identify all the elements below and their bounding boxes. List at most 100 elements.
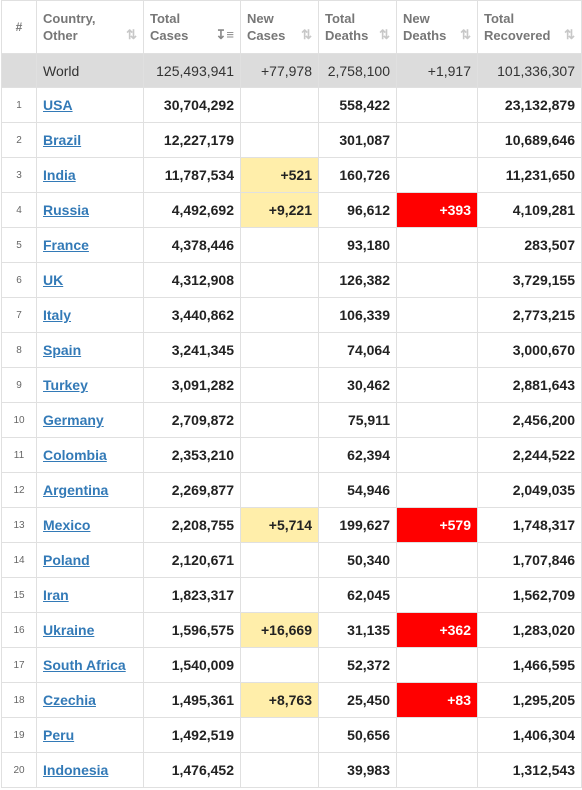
total-recovered-cell: 11,231,650 xyxy=(477,157,582,193)
total-deaths-cell: 30,462 xyxy=(318,367,397,403)
total-recovered-cell: 1,312,543 xyxy=(477,752,582,788)
column-header-total-recovered[interactable]: Total Recovered ⇅ xyxy=(477,0,582,54)
row-index: 5 xyxy=(1,227,37,263)
row-index: 12 xyxy=(1,472,37,508)
table-row: 19 Peru 1,492,519 50,656 1,406,304 xyxy=(1,717,582,753)
column-header-index[interactable]: # xyxy=(1,0,37,54)
country-link[interactable]: Peru xyxy=(43,727,75,743)
sort-icon[interactable]: ⇅ xyxy=(126,27,137,42)
total-cases-cell: 2,120,671 xyxy=(143,542,241,578)
new-deaths-cell xyxy=(396,752,478,788)
row-index: 1 xyxy=(1,87,37,123)
row-index: 11 xyxy=(1,437,37,473)
new-cases-cell xyxy=(240,87,319,123)
table-row: 3 India 11,787,534 +521 160,726 11,231,650 xyxy=(1,157,582,193)
country-link[interactable]: Mexico xyxy=(43,517,91,533)
country-link[interactable]: Spain xyxy=(43,342,82,358)
country-cell: South Africa xyxy=(36,647,144,683)
row-index: 6 xyxy=(1,262,37,298)
new-cases-cell xyxy=(240,717,319,753)
country-link[interactable]: Germany xyxy=(43,412,104,428)
new-deaths-cell xyxy=(396,87,478,123)
row-index: 8 xyxy=(1,332,37,368)
total-cases-cell: 2,353,210 xyxy=(143,437,241,473)
country-link[interactable]: Czechia xyxy=(43,692,96,708)
table-row: 6 UK 4,312,908 126,382 3,729,155 xyxy=(1,262,582,298)
sort-icon[interactable]: ⇅ xyxy=(379,27,390,42)
country-link[interactable]: Indonesia xyxy=(43,762,109,778)
table-row: 5 France 4,378,446 93,180 283,507 xyxy=(1,227,582,263)
total-deaths-cell: 62,394 xyxy=(318,437,397,473)
country-cell: Iran xyxy=(36,577,144,613)
country-link[interactable]: Iran xyxy=(43,587,69,603)
total-recovered-cell: 1,283,020 xyxy=(477,612,582,648)
country-cell: Brazil xyxy=(36,122,144,158)
table-row: 9 Turkey 3,091,282 30,462 2,881,643 xyxy=(1,367,582,403)
total-deaths-cell: 126,382 xyxy=(318,262,397,298)
new-cases-cell xyxy=(240,367,319,403)
new-cases-cell xyxy=(240,297,319,333)
country-link[interactable]: Italy xyxy=(43,307,72,323)
column-header-country[interactable]: Country, Other ⇅ xyxy=(36,0,144,54)
row-index: 10 xyxy=(1,402,37,438)
new-deaths-cell xyxy=(396,262,478,298)
country-link[interactable]: Poland xyxy=(43,552,90,568)
country-link[interactable]: Argentina xyxy=(43,482,109,498)
row-index: 2 xyxy=(1,122,37,158)
new-cases-cell: +8,763 xyxy=(240,682,319,718)
country-link[interactable]: India xyxy=(43,167,76,183)
new-deaths-cell xyxy=(396,402,478,438)
total-recovered-cell: 2,456,200 xyxy=(477,402,582,438)
total-cases-cell: 3,241,345 xyxy=(143,332,241,368)
new-deaths-cell xyxy=(396,647,478,683)
country-link[interactable]: UK xyxy=(43,272,64,288)
row-index: 14 xyxy=(1,542,37,578)
column-header-new-cases[interactable]: New Cases ⇅ xyxy=(240,0,319,54)
country-link[interactable]: South Africa xyxy=(43,657,126,673)
total-cases-cell: 2,208,755 xyxy=(143,507,241,543)
new-cases-cell xyxy=(240,227,319,263)
row-index: 20 xyxy=(1,752,37,788)
country-link[interactable]: Ukraine xyxy=(43,622,95,638)
total-recovered-cell: 1,562,709 xyxy=(477,577,582,613)
row-index: 7 xyxy=(1,297,37,333)
total-recovered-cell: 2,881,643 xyxy=(477,367,582,403)
country-cell: Czechia xyxy=(36,682,144,718)
new-deaths-cell: +393 xyxy=(396,192,478,228)
sort-icon[interactable]: ⇅ xyxy=(460,27,471,42)
sort-desc-icon[interactable]: ↧≡ xyxy=(215,27,234,42)
new-deaths-cell xyxy=(396,717,478,753)
country-link[interactable]: Colombia xyxy=(43,447,107,463)
total-cases-cell: 1,596,575 xyxy=(143,612,241,648)
country-link[interactable]: Brazil xyxy=(43,132,82,148)
country-cell: Indonesia xyxy=(36,752,144,788)
column-header-new-deaths[interactable]: New Deaths ⇅ xyxy=(396,0,478,54)
sort-icon[interactable]: ⇅ xyxy=(564,27,575,42)
table-row: 10 Germany 2,709,872 75,911 2,456,200 xyxy=(1,402,582,438)
country-cell: Peru xyxy=(36,717,144,753)
new-deaths-cell xyxy=(396,577,478,613)
column-header-total-deaths[interactable]: Total Deaths ⇅ xyxy=(318,0,397,54)
total-cases-cell: 3,440,862 xyxy=(143,297,241,333)
row-index xyxy=(1,53,37,88)
column-header-total-cases[interactable]: Total Cases ↧≡ xyxy=(143,0,241,54)
country-link[interactable]: Turkey xyxy=(43,377,88,393)
sort-icon[interactable]: ⇅ xyxy=(301,27,312,42)
country-cell: USA xyxy=(36,87,144,123)
total-cases-cell: 12,227,179 xyxy=(143,122,241,158)
country-link[interactable]: USA xyxy=(43,97,73,113)
new-cases-cell xyxy=(240,472,319,508)
total-recovered-cell: 1,707,846 xyxy=(477,542,582,578)
total-recovered-cell: 4,109,281 xyxy=(477,192,582,228)
new-cases-cell: +16,669 xyxy=(240,612,319,648)
new-deaths-cell xyxy=(396,297,478,333)
country-cell: Germany xyxy=(36,402,144,438)
table-row: 8 Spain 3,241,345 74,064 3,000,670 xyxy=(1,332,582,368)
table-row: 7 Italy 3,440,862 106,339 2,773,215 xyxy=(1,297,582,333)
total-cases-cell: 11,787,534 xyxy=(143,157,241,193)
country-link[interactable]: France xyxy=(43,237,89,253)
country-link[interactable]: Russia xyxy=(43,202,89,218)
table-row: 16 Ukraine 1,596,575 +16,669 31,135 +362 1,283… xyxy=(1,612,582,648)
table-row: 18 Czechia 1,495,361 +8,763 25,450 +83 1,295,2… xyxy=(1,682,582,718)
total-cases-cell: 1,476,452 xyxy=(143,752,241,788)
